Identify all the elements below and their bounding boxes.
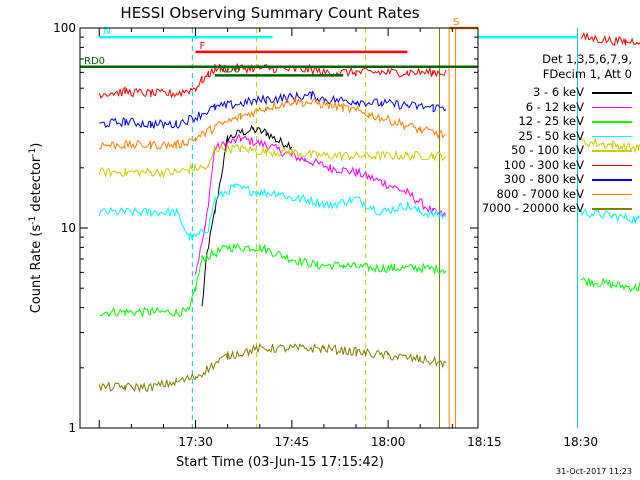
legend-label: 7000 - 20000 keV (481, 201, 584, 215)
flag-label: F (200, 41, 206, 52)
legend-swatch (592, 135, 632, 137)
series-line (195, 133, 447, 275)
y-tick-label: 100 (53, 21, 76, 35)
legend-entry: 6 - 12 keV (472, 100, 632, 114)
y-axis-label-prefix: Count Rate (s (29, 225, 44, 314)
legend-entry: 12 - 25 keV (472, 114, 632, 128)
series-line (98, 183, 640, 242)
legend-swatch (592, 164, 632, 166)
y-axis-label-sup2: -1 (28, 148, 38, 157)
series-line (98, 137, 640, 179)
y-tick-label: 1 (68, 421, 76, 435)
legend-label: 3 - 6 keV (533, 85, 584, 99)
legend-swatch (592, 121, 632, 123)
legend-label: 6 - 12 keV (525, 99, 584, 114)
legend-swatch (592, 193, 632, 195)
flag-label: RD0 (84, 56, 105, 67)
flag-bars: N F RD0 RD6 S (80, 17, 578, 77)
y-axis-label-suffix: ) (29, 143, 44, 148)
series-line (201, 124, 293, 307)
flag-label: N (103, 26, 110, 37)
legend-swatch (592, 150, 632, 152)
y-tick-label: 10 (61, 221, 76, 235)
legend-label: 12 - 25 keV (518, 114, 584, 128)
y-axis-label-mid: detector (29, 156, 44, 216)
series-group (98, 31, 640, 394)
legend-label: 50 - 100 keV (511, 143, 584, 157)
flag-label: S (453, 17, 459, 28)
legend-entry: 800 - 7000 keV (472, 187, 632, 201)
x-axis-label: Start Time (03-Jun-15 17:15:42) (176, 455, 384, 470)
legend-label: 100 - 300 keV (503, 157, 584, 172)
footer-date: 31-Oct-2017 11:23 (556, 467, 632, 476)
series-line (99, 96, 447, 151)
x-tick-label: 18:30 (563, 435, 598, 449)
legend-entry: 300 - 800 keV (472, 172, 632, 186)
series-line (99, 242, 640, 318)
legend-swatch (592, 92, 632, 94)
legend-header-line-2: FDecim 1, Att 0 (542, 67, 632, 81)
y-axis-label: Count Rate (s-1 detector-1) (28, 143, 44, 314)
legend-entry: 50 - 100 keV (472, 143, 632, 157)
series-line (98, 342, 447, 394)
legend-label: 800 - 7000 keV (496, 186, 584, 201)
plot-frame (79, 27, 479, 429)
legend-entry: 3 - 6 keV (472, 85, 632, 99)
series-line (99, 90, 447, 130)
legend-swatch (592, 179, 632, 181)
legend-entry: 100 - 300 keV (472, 158, 632, 172)
x-tick-label: 17:30 (178, 435, 213, 449)
y-axis-label-sup1: -1 (28, 216, 38, 225)
x-tick-label: 18:15 (467, 435, 502, 449)
legend-label: 25 - 50 keV (518, 128, 584, 143)
series-line (98, 31, 640, 99)
flag-label: RD6 (219, 64, 240, 75)
legend-entry: 7000 - 20000 keV (472, 201, 632, 215)
x-tick-label: 17:45 (275, 435, 310, 449)
legend-swatch (592, 208, 632, 210)
legend-header-line-1: Det 1,3,5,6,7,9, (542, 52, 632, 66)
legend-label: 300 - 800 keV (503, 172, 584, 186)
chart-title: HESSI Observing Summary Count Rates (120, 4, 419, 22)
legend-entry: 25 - 50 keV (472, 129, 632, 143)
x-tick-label: 18:00 (371, 435, 406, 449)
legend-swatch (592, 106, 632, 108)
